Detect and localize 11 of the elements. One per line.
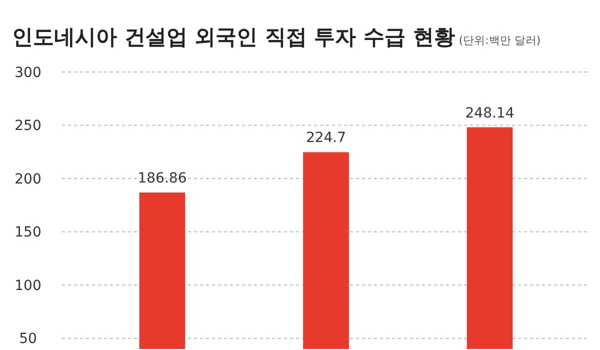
- chart-title: 인도네시아 건설업 외국인 직접 투자 수급 현황: [12, 25, 455, 49]
- data-label: 248.14: [465, 105, 514, 122]
- y-tick-label: 300: [14, 64, 42, 81]
- data-label: 224.7: [306, 130, 346, 146]
- data-label: 186.86: [138, 170, 187, 187]
- chart-subtitle: (단위:백만 달러): [458, 34, 541, 47]
- y-tick-label: 100: [14, 278, 42, 294]
- y-tick-label: 150: [14, 224, 42, 241]
- y-tick-label: 200: [14, 171, 42, 188]
- y-tick-label: 50: [19, 331, 37, 348]
- y-tick-label: 250: [14, 118, 42, 134]
